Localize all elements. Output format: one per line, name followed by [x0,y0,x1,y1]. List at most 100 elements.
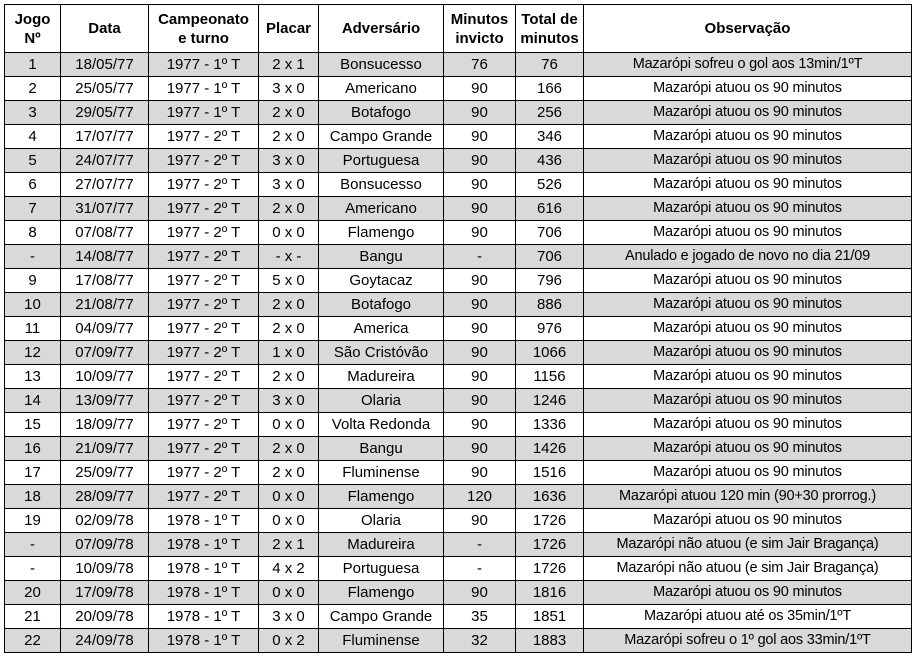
cell-adversario: Bangu [318,244,444,269]
table-row: -14/08/77 1977 - 2º T- x - Bangu -706 Anulad… [4,244,912,269]
cell-jogo: 5 [4,148,61,173]
cell-adversario: Portuguesa [318,148,444,173]
cell-total-minutos: 1636 [515,484,584,509]
cell-adversario: Olaria [318,388,444,413]
cell-jogo: 3 [4,100,61,125]
cell-jogo: 9 [4,268,61,293]
cell-observacao: Mazarópi atuou os 90 minutos [583,580,912,605]
cell-jogo: 14 [4,388,61,413]
cell-data: 10/09/78 [60,556,149,581]
cell-adversario: Portuguesa [318,556,444,581]
cell-data: 17/09/78 [60,580,149,605]
cell-total-minutos: 1066 [515,340,584,365]
cell-jogo: 4 [4,124,61,149]
cell-campeonato: 1977 - 2º T [148,292,259,317]
cell-jogo: 15 [4,412,61,437]
cell-campeonato: 1977 - 1º T [148,100,259,125]
cell-jogo: 7 [4,196,61,221]
cell-placar: 2 x 0 [258,436,319,461]
cell-campeonato: 1977 - 2º T [148,172,259,197]
cell-total-minutos: 1883 [515,628,584,653]
cell-observacao: Mazarópi atuou os 90 minutos [583,196,912,221]
header-minutos-invicto: Minutos invicto [443,4,516,53]
cell-minutos-invicto: 90 [443,508,516,533]
cell-minutos-invicto: 90 [443,388,516,413]
cell-observacao: Mazarópi atuou os 90 minutos [583,436,912,461]
cell-adversario: Goytacaz [318,268,444,293]
cell-total-minutos: 76 [515,52,584,77]
cell-total-minutos: 166 [515,76,584,101]
cell-observacao: Mazarópi não atuou (e sim Jair Bragança) [583,556,912,581]
cell-placar: 2 x 0 [258,100,319,125]
cell-campeonato: 1977 - 2º T [148,460,259,485]
cell-total-minutos: 976 [515,316,584,341]
cell-campeonato: 1978 - 1º T [148,628,259,653]
cell-total-minutos: 1816 [515,580,584,605]
cell-placar: 3 x 0 [258,76,319,101]
cell-adversario: Bonsucesso [318,52,444,77]
cell-total-minutos: 436 [515,148,584,173]
cell-data: 17/07/77 [60,124,149,149]
cell-adversario: Flamengo [318,580,444,605]
cell-placar: 0 x 0 [258,220,319,245]
cell-total-minutos: 1851 [515,604,584,629]
cell-placar: 0 x 0 [258,484,319,509]
cell-observacao: Mazarópi atuou os 90 minutos [583,292,912,317]
cell-jogo: 6 [4,172,61,197]
cell-total-minutos: 1516 [515,460,584,485]
cell-minutos-invicto: 90 [443,172,516,197]
cell-jogo: 16 [4,436,61,461]
cell-jogo: 10 [4,292,61,317]
cell-minutos-invicto: 90 [443,316,516,341]
header-row: Jogo Nº Data Campeonato e turno Placar Adv… [4,4,912,53]
cell-total-minutos: 706 [515,244,584,269]
cell-campeonato: 1977 - 2º T [148,316,259,341]
header-jogo-line1: Jogo [14,10,51,28]
cell-placar: 1 x 0 [258,340,319,365]
header-campeonato-line1: Campeonato [158,10,249,28]
cell-total-minutos: 1156 [515,364,584,389]
cell-data: 31/07/77 [60,196,149,221]
cell-adversario: Volta Redonda [318,412,444,437]
header-jogo: Jogo Nº [4,4,61,53]
cell-campeonato: 1977 - 2º T [148,340,259,365]
cell-placar: 2 x 1 [258,52,319,77]
cell-placar: 3 x 0 [258,172,319,197]
cell-minutos-invicto: 90 [443,100,516,125]
cell-total-minutos: 1246 [515,388,584,413]
cell-data: 07/08/77 [60,220,149,245]
cell-data: 28/09/77 [60,484,149,509]
cell-observacao: Mazarópi atuou os 90 minutos [583,124,912,149]
cell-observacao: Mazarópi atuou os 90 minutos [583,412,912,437]
cell-data: 27/07/77 [60,172,149,197]
cell-minutos-invicto: 32 [443,628,516,653]
cell-minutos-invicto: 90 [443,460,516,485]
cell-data: 25/09/77 [60,460,149,485]
cell-adversario: Botafogo [318,292,444,317]
cell-total-minutos: 886 [515,292,584,317]
cell-adversario: São Cristóvão [318,340,444,365]
cell-adversario: Madureira [318,364,444,389]
cell-jogo: 1 [4,52,61,77]
cell-total-minutos: 706 [515,220,584,245]
cell-campeonato: 1977 - 2º T [148,364,259,389]
header-minutos-line2: invicto [455,29,504,47]
cell-data: 10/09/77 [60,364,149,389]
cell-campeonato: 1977 - 2º T [148,436,259,461]
cell-campeonato: 1977 - 1º T [148,52,259,77]
cell-jogo: 20 [4,580,61,605]
cell-observacao: Mazarópi atuou até os 35min/1ºT [583,604,912,629]
